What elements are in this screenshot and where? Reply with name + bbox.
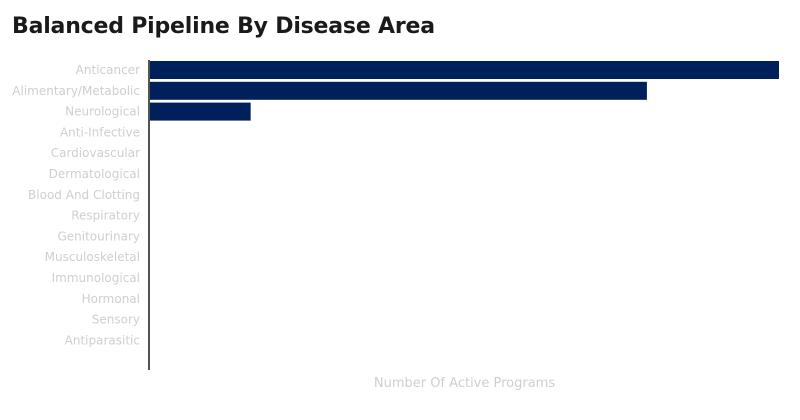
bar-anticancer xyxy=(150,61,779,79)
category-label: Respiratory xyxy=(71,209,140,223)
category-label: Hormonal xyxy=(82,292,140,306)
category-label: Neurological xyxy=(65,105,140,119)
bar-alimentary-metabolic xyxy=(150,81,647,100)
bars-group xyxy=(150,61,779,121)
category-label: Musculoskeletal xyxy=(45,250,140,264)
category-label: Cardiovascular xyxy=(51,146,140,160)
category-label: Anticancer xyxy=(76,63,140,77)
category-label: Genitourinary xyxy=(57,229,140,243)
category-label: Dermatological xyxy=(49,167,140,181)
chart-title: Balanced Pipeline By Disease Area xyxy=(12,14,435,39)
category-label: Sensory xyxy=(92,313,140,327)
category-labels: Anticancer Alimentary/Metabolic Neurologic… xyxy=(12,63,140,347)
category-label: Alimentary/Metabolic xyxy=(12,84,140,98)
category-label: Immunological xyxy=(52,271,140,285)
category-label: Anti-Infective xyxy=(60,125,140,139)
category-label: Antiparasitic xyxy=(65,333,140,347)
x-axis-label: Number Of Active Programs xyxy=(374,376,555,391)
category-label: Blood And Clotting xyxy=(28,188,140,202)
bar-neurological xyxy=(150,102,251,121)
